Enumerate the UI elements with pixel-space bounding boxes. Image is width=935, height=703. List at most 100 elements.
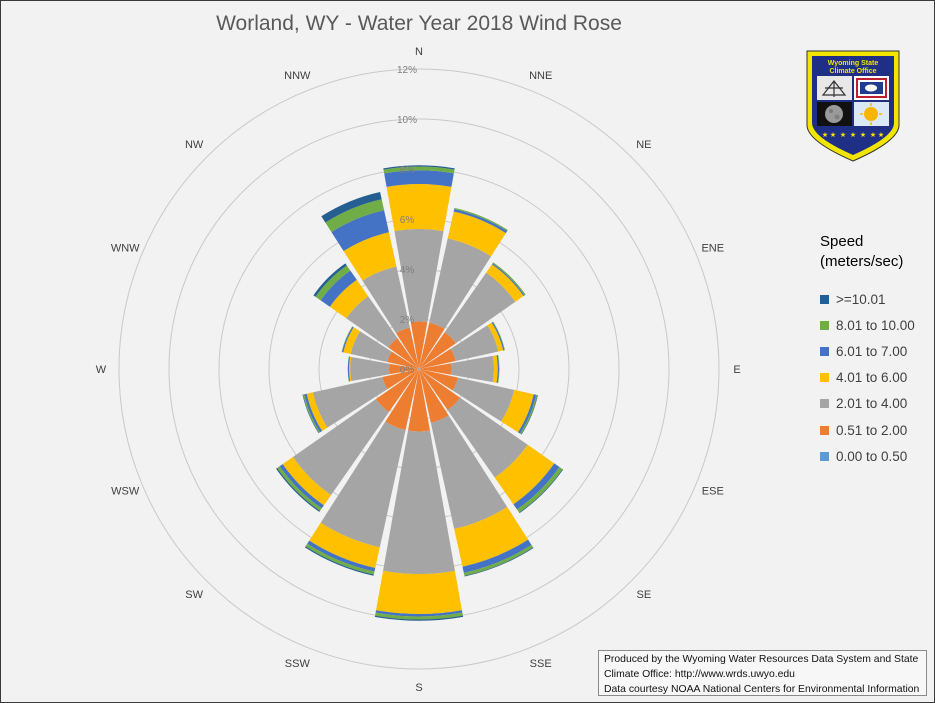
rose-bar-sse: [419, 369, 420, 371]
rose-bar-sse: [430, 415, 508, 529]
direction-label-n: N: [415, 46, 423, 58]
rose-bar-nne: [419, 322, 445, 368]
rose-bar-se: [419, 369, 461, 411]
rose-bar-se: [513, 463, 560, 510]
rose-bar-nw: [313, 263, 347, 297]
direction-labels: N NNE NE ENE E ESE SE SSE S SSW SW WSW W WNW NW NNW: [96, 46, 741, 694]
credits-line3: Data courtesy NOAA National Centers for …: [604, 684, 920, 695]
direction-label-wsw: WSW: [111, 486, 140, 498]
radial-tick-label: 2%: [400, 315, 415, 326]
legend-swatch: [820, 320, 829, 330]
direction-label-wnw: WNW: [111, 242, 140, 254]
direction-label-ssw: SSW: [285, 658, 311, 670]
rose-bar-sw: [292, 399, 389, 496]
rose-bar-n: [383, 165, 455, 170]
svg-text:★: ★: [830, 131, 836, 139]
legend-item: 2.01 to 4.00: [820, 391, 932, 417]
rose-bar-ne: [444, 272, 516, 344]
rose-bar-e: [496, 354, 499, 384]
direction-label-nw: NW: [185, 139, 204, 151]
rose-bar-wsw: [303, 394, 321, 433]
rose-bar-ne: [491, 263, 525, 297]
rose-bar-nnw: [418, 367, 419, 369]
svg-text:★: ★: [878, 131, 884, 139]
rose-bar-ssw: [385, 370, 419, 431]
legend-label: 0.00 to 0.50: [836, 448, 908, 464]
rose-bar-w: [347, 356, 351, 382]
rose-bar-nnw: [321, 191, 382, 223]
rose-bar-se: [419, 369, 421, 371]
rose-bar-nnw: [343, 232, 397, 281]
rose-bar-nw: [315, 265, 351, 301]
rose-bar-wnw: [342, 326, 354, 353]
radial-tick-label: 10%: [397, 115, 417, 126]
rose-bar-s: [376, 570, 462, 615]
rose-bar-s: [375, 612, 463, 620]
credits-line2: Climate Office: http://www.wrds.uwyo.edu: [604, 669, 795, 680]
legend: Speed (meters/sec) >=10.01 8.01 to 10.00 6…: [820, 232, 932, 469]
rose-bar-n: [386, 183, 452, 232]
rose-bar-wsw: [417, 369, 419, 370]
rose-bar-ne: [486, 264, 524, 302]
rose-bar-ene: [450, 325, 499, 361]
direction-label-sse: SSE: [530, 658, 552, 670]
grid-ring: [118, 68, 720, 670]
rose-bar-se: [516, 466, 563, 513]
rose-bar-w: [349, 356, 352, 382]
direction-label-w: W: [96, 364, 107, 376]
rose-bar-ene: [420, 348, 456, 369]
rose-bar-ssw: [307, 540, 376, 572]
logo-text-line2: Climate Office: [829, 68, 876, 75]
rose-bar-se: [447, 397, 528, 478]
rose-bar-se: [494, 444, 555, 505]
rose-bar-ese: [517, 394, 537, 434]
rose-bar-nw: [346, 296, 398, 348]
legend-label: >=10.01: [836, 291, 886, 307]
logo-text-line1: Wyoming State: [828, 60, 879, 67]
rose-bar-ne: [492, 262, 526, 296]
radial-tick-labels: 0% 2% 4% 6% 8% 10% 12%: [397, 65, 417, 376]
rose-bar-nnw: [331, 210, 389, 252]
rose-bar-e: [492, 355, 498, 383]
direction-label-se: SE: [637, 589, 652, 601]
rose-bar-nne: [447, 211, 506, 257]
rose-bar-e: [450, 355, 495, 383]
rose-bar-wnw: [343, 327, 361, 354]
rose-bar-sse: [462, 539, 532, 573]
direction-label-ene: ENE: [701, 242, 724, 254]
rose-bar-sse: [454, 506, 529, 567]
rose-bar-n: [384, 170, 454, 187]
radial-tick-label: 4%: [400, 265, 415, 276]
rose-bar-sw: [375, 369, 419, 413]
rose-bar-wsw: [304, 393, 323, 433]
rose-bar-ese: [520, 394, 538, 435]
credits-line1: Produced by the Wyoming Water Resources …: [604, 654, 919, 665]
svg-text:★: ★: [840, 131, 846, 139]
rose-bar-sw: [279, 464, 324, 509]
wind-rose-bars: [276, 165, 564, 621]
rose-bar-ssw: [418, 369, 419, 371]
legend-item: 0.51 to 2.00: [820, 417, 932, 443]
rose-bar-e: [420, 363, 452, 375]
rose-bar-ese: [501, 389, 534, 433]
legend-item: 6.01 to 7.00: [820, 338, 932, 364]
rose-bar-nnw: [362, 266, 410, 334]
rose-bar-nnw: [396, 327, 419, 368]
direction-label-nne: NNE: [529, 70, 552, 82]
svg-text:★: ★: [822, 131, 828, 139]
legend-swatch: [820, 373, 829, 383]
rose-bar-nw: [417, 367, 419, 369]
rose-bar-ne: [419, 332, 456, 369]
legend-label: 6.01 to 7.00: [836, 343, 908, 359]
rose-bar-nne: [419, 367, 420, 369]
rose-bar-wnw: [350, 331, 392, 363]
legend-title: Speed (meters/sec): [820, 232, 932, 272]
legend-item: 0.00 to 0.50: [820, 443, 932, 469]
svg-text:★: ★: [870, 131, 876, 139]
legend-items: >=10.01 8.01 to 10.00 6.01 to 7.00 4.01 to …: [820, 286, 932, 469]
rose-bar-ese: [452, 377, 515, 422]
rose-bar-nne: [429, 238, 492, 329]
direction-label-ese: ESE: [702, 486, 724, 498]
legend-item: 4.01 to 6.00: [820, 365, 932, 391]
